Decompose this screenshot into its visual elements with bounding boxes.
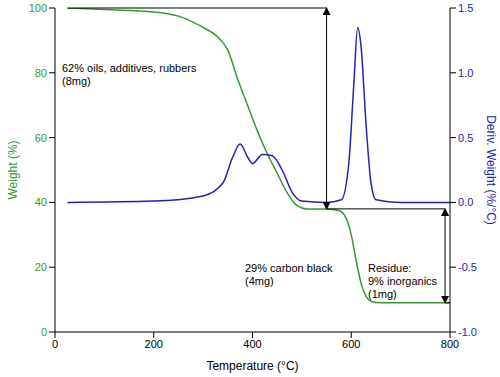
svg-text:200: 200 [145, 338, 163, 350]
html-text:62% oils, additives, rubbers: 62% oils, additives, rubbers [62, 62, 197, 74]
svg-text:Deriv. Weight (%/°C): Deriv. Weight (%/°C) [484, 115, 492, 225]
html-text:(1mg): (1mg) [368, 288, 397, 300]
svg-text:0.5: 0.5 [458, 132, 473, 144]
svg-text:400: 400 [243, 338, 261, 350]
html-text:(4mg): (4mg) [245, 275, 274, 287]
svg-text:-1.0: -1.0 [458, 326, 477, 338]
html-text:Residue:: Residue: [368, 262, 412, 274]
svg-text:60: 60 [35, 132, 47, 144]
svg-text:Temperature (°C): Temperature (°C) [206, 359, 298, 373]
html-text:9% inorganics: 9% inorganics [368, 275, 438, 287]
svg-text:100: 100 [29, 2, 47, 14]
svg-text:1.0: 1.0 [458, 67, 473, 79]
svg-text:Weight (%): Weight (%) [8, 140, 20, 199]
html-text:29% carbon black: 29% carbon black [245, 262, 333, 274]
svg-text:0: 0 [41, 326, 47, 338]
svg-text:-0.5: -0.5 [458, 261, 477, 273]
svg-text:40: 40 [35, 196, 47, 208]
html-text:(8mg): (8mg) [62, 75, 91, 87]
svg-text:600: 600 [342, 338, 360, 350]
svg-text:0.0: 0.0 [458, 196, 473, 208]
svg-text:80: 80 [35, 67, 47, 79]
svg-text:800: 800 [441, 338, 459, 350]
svg-text:1.5: 1.5 [458, 2, 473, 14]
svg-text:20: 20 [35, 261, 47, 273]
svg-text:0: 0 [52, 338, 58, 350]
